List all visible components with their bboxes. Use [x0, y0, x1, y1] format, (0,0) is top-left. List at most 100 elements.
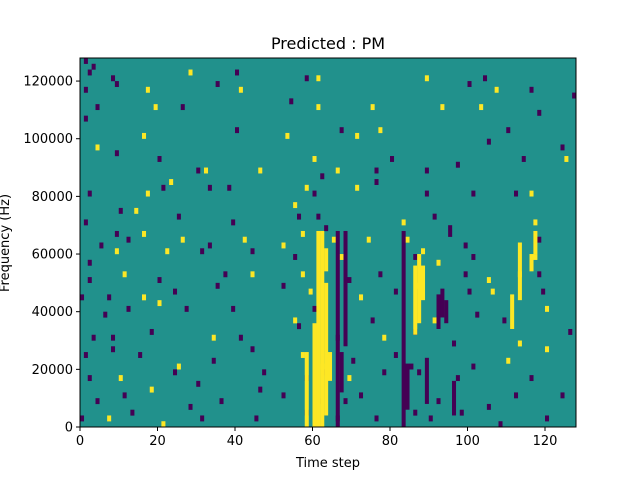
heatmap-cell — [91, 63, 96, 70]
heatmap-cell — [304, 75, 309, 82]
y-tick-label: 60000 — [32, 248, 73, 263]
heatmap-cell — [211, 357, 216, 364]
heatmap-cell — [409, 363, 414, 370]
heatmap-cell — [281, 392, 286, 399]
heatmap-cell — [142, 294, 147, 301]
heatmap-cell — [382, 369, 387, 376]
heatmap-cell — [223, 271, 228, 278]
heatmap-cell — [157, 300, 162, 307]
heatmap-cell — [83, 219, 88, 226]
heatmap-cell — [355, 184, 360, 191]
heatmap-cell — [455, 375, 460, 382]
heatmap-cell — [545, 415, 550, 422]
heatmap-high-band — [417, 254, 422, 324]
heatmap-cell — [424, 190, 429, 197]
heatmap-cell — [347, 277, 352, 284]
heatmap-cell — [207, 242, 212, 249]
heatmap-cell — [467, 81, 472, 87]
heatmap-cell — [514, 190, 519, 197]
heatmap-cell — [541, 288, 546, 295]
heatmap-cell — [91, 334, 96, 341]
heatmap-cell — [370, 104, 375, 111]
heatmap-high-band — [529, 254, 534, 272]
heatmap-cell — [138, 352, 143, 358]
heatmap-low-band — [405, 363, 410, 410]
heatmap-cell — [494, 86, 499, 93]
heatmap-cell — [254, 415, 259, 422]
heatmap-cell — [111, 346, 116, 353]
heatmap-cell — [107, 415, 112, 422]
heatmap-cell — [99, 242, 104, 249]
heatmap-cell — [118, 375, 123, 382]
heatmap-cell — [149, 386, 154, 393]
heatmap-cell — [413, 254, 418, 260]
heatmap-cell — [514, 392, 519, 399]
heatmap-cell — [359, 392, 364, 399]
heatmap-cell — [180, 236, 185, 243]
heatmap-cell — [258, 386, 263, 393]
heatmap-cell — [390, 156, 395, 162]
heatmap-cell — [475, 311, 480, 318]
heatmap-cell — [293, 317, 298, 324]
heatmap-cell — [204, 167, 209, 174]
heatmap-cell — [370, 317, 375, 324]
heatmap-high-band — [510, 294, 515, 329]
heatmap-high-band — [312, 323, 317, 427]
heatmap-cell — [114, 230, 119, 237]
heatmap-cell — [180, 104, 185, 111]
heatmap-cell — [382, 334, 387, 341]
heatmap-cell — [378, 127, 383, 134]
heatmap-cell — [83, 58, 88, 64]
heatmap-cell — [537, 271, 542, 278]
heatmap-cell — [196, 380, 201, 387]
heatmap-high-band — [320, 230, 325, 427]
heatmap-cell — [537, 109, 542, 116]
x-tick-label: 60 — [304, 434, 321, 449]
heatmap-cell — [83, 86, 88, 93]
heatmap-cell — [231, 219, 236, 226]
heatmap-cell — [533, 219, 538, 226]
heatmap-cell — [448, 225, 453, 232]
heatmap-cell — [417, 369, 422, 376]
heatmap-low-band — [401, 230, 406, 427]
heatmap-cell — [486, 138, 491, 145]
heatmap-cell — [231, 305, 236, 312]
heatmap-low-band — [335, 230, 340, 427]
heatmap-cell — [432, 213, 437, 220]
heatmap-cell — [316, 75, 321, 82]
heatmap-cell — [324, 225, 329, 232]
heatmap-cell — [452, 340, 457, 347]
heatmap-cell — [80, 294, 85, 301]
x-tick-label: 120 — [533, 434, 558, 449]
heatmap-cell — [285, 132, 290, 139]
heatmap-cell — [459, 409, 464, 416]
heatmap-cell — [107, 294, 112, 301]
heatmap-cell — [486, 277, 491, 284]
x-tick-label: 0 — [76, 434, 84, 449]
heatmap-cell — [281, 242, 286, 249]
heatmap-cell — [188, 69, 193, 76]
y-tick-label: 40000 — [32, 305, 73, 320]
heatmap-cell — [196, 167, 201, 174]
heatmap-cell — [126, 305, 131, 312]
plot-area — [79, 57, 577, 428]
heatmap-cell — [207, 184, 212, 191]
heatmap-cell — [165, 248, 170, 255]
heatmap-high-band — [324, 282, 329, 416]
heatmap-cell — [455, 161, 460, 168]
heatmap-cell — [374, 167, 379, 174]
plot-frame — [79, 57, 577, 428]
heatmap-cell — [250, 271, 255, 278]
heatmap-high-band — [304, 352, 309, 427]
heatmap-cell — [293, 202, 298, 209]
heatmap-cell — [502, 317, 507, 324]
heatmap-cell — [122, 392, 127, 399]
heatmap-cell — [95, 144, 100, 151]
heatmap-cell — [471, 363, 476, 370]
heatmap-cell — [235, 127, 240, 134]
heatmap-cell — [149, 328, 154, 335]
heatmap-cell — [424, 75, 429, 82]
heatmap-cell — [471, 254, 476, 260]
heatmap-cell — [545, 346, 550, 353]
heatmap-cell — [316, 213, 321, 220]
